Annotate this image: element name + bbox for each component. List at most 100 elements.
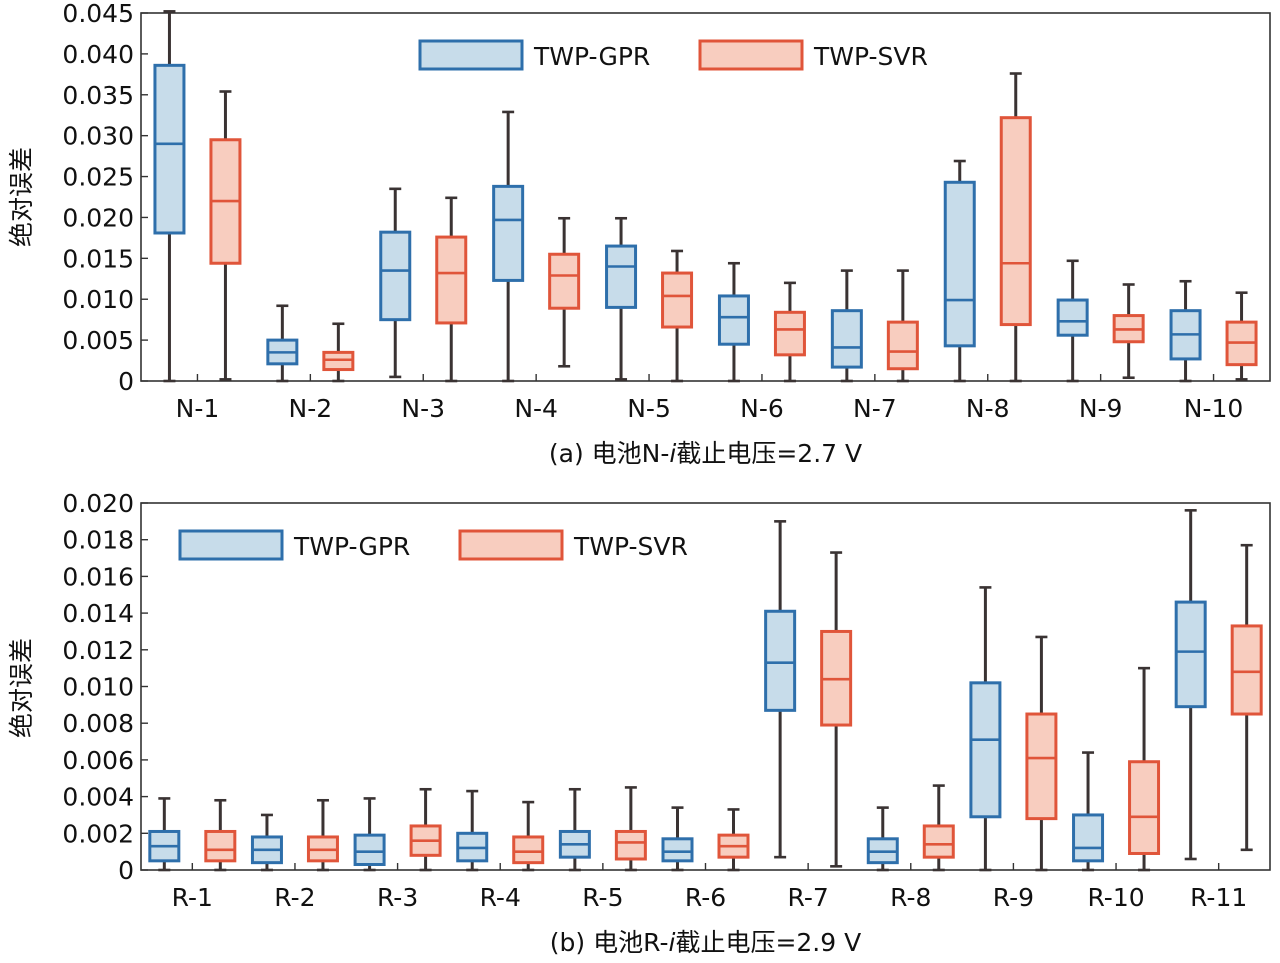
box-plot [1112, 283, 1145, 380]
box-plot [1174, 509, 1207, 861]
y-tick-label: 0 [118, 367, 134, 396]
y-tick-label: 0.045 [62, 0, 134, 28]
box-plot [1056, 259, 1089, 383]
iqr-box [1128, 760, 1161, 855]
box-plot [153, 10, 186, 383]
iqr-box [773, 310, 806, 357]
box-plot [209, 90, 242, 381]
box-plot [614, 786, 647, 872]
y-tick-label: 0.004 [62, 783, 134, 812]
box-plot [204, 798, 237, 872]
box-plot [250, 813, 283, 872]
iqr-box [1230, 624, 1263, 716]
iqr-box [717, 294, 750, 346]
x-tick-label: R-2 [274, 883, 315, 912]
iqr-box [886, 320, 919, 371]
iqr-box [1025, 712, 1058, 821]
y-tick-label: 0.035 [62, 81, 134, 110]
box-plot [512, 800, 545, 872]
iqr-box [548, 252, 581, 310]
legend-swatch [178, 529, 284, 561]
box-plot [492, 110, 525, 383]
y-tick-label: 0.010 [62, 285, 134, 314]
iqr-box [204, 829, 237, 863]
iqr-box [492, 184, 525, 282]
x-tick-label: N-3 [401, 394, 445, 423]
plot-frame [140, 12, 1271, 382]
legend-label: TWP-GPR [533, 42, 650, 71]
box-plot [1072, 751, 1105, 872]
iqr-box [435, 235, 468, 325]
box-plot [548, 216, 581, 368]
box-plot [866, 806, 899, 872]
caption-part: 截止电压=2.7 V [676, 439, 862, 468]
box-plot [1169, 279, 1202, 383]
x-tick-label: R-4 [480, 883, 521, 912]
iqr-box [969, 681, 1002, 819]
iqr-box [922, 824, 955, 859]
box-plot [1128, 666, 1161, 872]
panel-caption: (a) 电池N-i截止电压=2.7 V [549, 439, 862, 468]
caption-part: (a) 电池N- [549, 439, 670, 468]
iqr-box [661, 837, 694, 863]
x-tick-label: N-4 [514, 394, 558, 423]
iqr-box [605, 244, 638, 309]
y-tick-label: 0.002 [62, 819, 134, 848]
y-axis-label: 绝对误差 [7, 638, 36, 738]
box-plot [830, 269, 863, 383]
y-tick-label: 0.030 [62, 122, 134, 151]
box-plot [969, 586, 1002, 872]
x-tick-label: N-7 [853, 394, 897, 423]
iqr-box [661, 271, 694, 329]
x-tick-label: R-7 [787, 883, 828, 912]
iqr-box [512, 835, 545, 865]
legend-label: TWP-GPR [293, 532, 410, 561]
iqr-box [1056, 298, 1089, 337]
box-plot [322, 322, 355, 383]
box-plot [409, 787, 442, 872]
caption-italic: i [669, 439, 676, 468]
box-plot [266, 304, 299, 383]
iqr-box [1174, 600, 1207, 709]
iqr-box [1072, 813, 1105, 863]
box-plot [306, 798, 339, 872]
box-plot [605, 216, 638, 381]
y-tick-label: 0.040 [62, 40, 134, 69]
legend-swatch [458, 529, 564, 561]
y-tick-label: 0 [118, 856, 134, 885]
y-tick-label: 0.006 [62, 746, 134, 775]
y-axis-label: 绝对误差 [7, 147, 36, 247]
iqr-box [943, 180, 976, 348]
box-plot [379, 187, 412, 379]
box-plot [764, 520, 797, 859]
box-plot [435, 196, 468, 383]
iqr-box [353, 833, 386, 866]
box-plot [558, 787, 591, 872]
caption-part: (b) 电池R- [550, 928, 669, 957]
y-tick-label: 0.008 [62, 709, 134, 738]
box-plot [1230, 543, 1263, 852]
box-plot [943, 159, 976, 383]
x-tick-label: N-8 [966, 394, 1010, 423]
legend-label: TWP-SVR [573, 532, 688, 561]
box-plot [886, 269, 919, 383]
x-tick-label: N-10 [1184, 394, 1244, 423]
box-plot [820, 551, 853, 868]
x-tick-label: N-2 [289, 394, 333, 423]
box-plot [148, 797, 181, 872]
box-plot [1025, 635, 1058, 872]
y-tick-label: 0.025 [62, 163, 134, 192]
y-tick-label: 0.018 [62, 526, 134, 555]
box-plot [717, 808, 750, 872]
x-tick-label: N-6 [740, 394, 784, 423]
x-tick-label: R-6 [685, 883, 726, 912]
box-plot [661, 249, 694, 383]
x-tick-label: N-5 [627, 394, 671, 423]
y-tick-label: 0.014 [62, 599, 134, 628]
box-plot [1225, 291, 1258, 381]
iqr-box [614, 829, 647, 861]
box-plot [353, 797, 386, 872]
iqr-box [999, 116, 1032, 327]
panel-b: 0 0.002 0.004 0.006 0.008 0.010 0.012 0.014 0.01… [7, 489, 1271, 957]
